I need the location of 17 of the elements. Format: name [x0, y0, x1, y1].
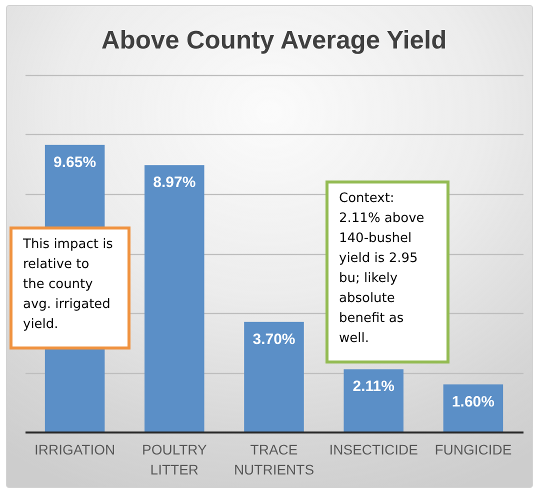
x-tick-label: FUNGICIDE [434, 442, 512, 458]
x-tick-label: IRRIGATION [34, 442, 116, 458]
annotation: Context: 2.11% above 140-bushel yield is 2.95 bu; likely absolute benefit as well. [339, 191, 424, 346]
bar [344, 369, 404, 432]
data-label: 3.70% [252, 330, 296, 348]
data-label: 9.65% [54, 154, 96, 171]
data-label: 8.97% [153, 174, 196, 192]
chart-title: Above County Average Yield [101, 26, 447, 54]
bar [244, 322, 304, 432]
x-tick-label: INSECTICIDE [329, 442, 418, 458]
x-tick-label: TRACE NUTRIENTS [234, 442, 314, 478]
x-tick-label: POULTRY LITTER [142, 442, 208, 478]
bar [144, 165, 204, 432]
bar [443, 384, 504, 432]
data-label: 2.11% [352, 378, 394, 396]
annotation: This impact is relative to the county avg. irrigated yield. [22, 237, 114, 332]
data-label: 1.60% [452, 393, 494, 410]
